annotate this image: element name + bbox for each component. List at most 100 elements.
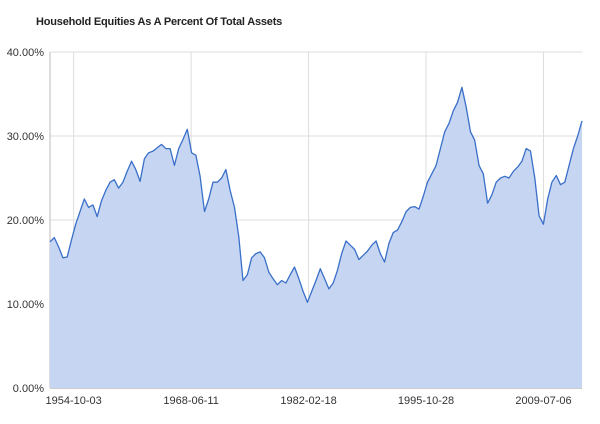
y-tick-label: 0.00% [13,383,44,395]
data-point [324,278,325,279]
data-point [582,120,583,121]
data-point [114,179,115,180]
data-point [449,123,450,124]
y-tick-label: 40.00% [7,47,45,59]
data-point [470,131,471,132]
data-point [509,178,510,179]
data-point [281,280,282,281]
x-axis: 1954-10-03 1968-06-11 1982-02-18 1995-10-28… [46,395,572,407]
data-point [277,284,278,285]
data-point [461,87,462,88]
data-point [294,267,295,268]
data-point [560,184,561,185]
data-point [320,268,321,269]
data-point [80,211,81,212]
data-point [393,232,394,233]
data-point [225,169,226,170]
data-point [273,278,274,279]
data-point [221,178,222,179]
data-point [534,178,535,179]
data-point [358,259,359,260]
data-point [75,224,76,225]
data-point [474,140,475,141]
data-point [316,280,317,281]
data-point [144,158,145,159]
data-point [431,173,432,174]
data-point [153,151,154,152]
data-point [526,148,527,149]
data-point [551,182,552,183]
data-point [92,204,93,205]
data-point [174,165,175,166]
data-point [213,182,214,183]
data-point [251,257,252,258]
data-point [71,240,72,241]
data-point [54,237,55,238]
data-point [577,136,578,137]
data-point [58,246,59,247]
data-point [440,148,441,149]
data-point [84,199,85,200]
data-point [453,110,454,111]
y-axis: 0.00% 10.00% 20.00% 30.00% 40.00% [7,47,45,395]
data-point [191,152,192,153]
data-point [328,288,329,289]
data-point [496,182,497,183]
x-tick-label: 1982-02-18 [280,395,336,407]
x-tick-label: 1968-06-11 [163,395,218,407]
data-point [363,255,364,256]
data-point [255,253,256,254]
data-point [148,152,149,153]
data-point [487,203,488,204]
data-point [539,215,540,216]
data-point [178,148,179,149]
y-tick-label: 20.00% [7,215,45,227]
data-point [170,148,171,149]
data-point [165,148,166,149]
data-point [491,194,492,195]
data-point [140,181,141,182]
data-point [183,139,184,140]
data-point [118,188,119,189]
data-point [414,206,415,207]
x-tick-label: 1995-10-28 [398,395,454,407]
y-tick-label: 10.00% [7,299,45,311]
data-point [67,257,68,258]
data-point [50,241,51,242]
data-point [337,270,338,271]
data-point [110,182,111,183]
data-point [260,251,261,252]
data-point [517,167,518,168]
data-point [547,199,548,200]
data-point [268,272,269,273]
data-point [234,207,235,208]
series-line [49,86,583,303]
data-point [569,165,570,166]
data-point [457,102,458,103]
data-point [564,182,565,183]
data-point [157,147,158,148]
data-point [135,169,136,170]
y-tick-label: 30.00% [7,131,45,143]
data-point [230,190,231,191]
data-point [285,283,286,284]
x-tick-label: 2009-07-06 [515,395,571,407]
data-point [483,173,484,174]
chart-title: Household Equities As A Percent Of Total… [36,16,283,28]
data-point [384,262,385,263]
data-point [238,236,239,237]
data-point [131,161,132,162]
data-point [466,106,467,107]
data-point [298,278,299,279]
data-point [367,251,368,252]
data-point [290,274,291,275]
data-point [161,144,162,145]
data-point [204,211,205,212]
data-point [187,129,188,130]
data-point [543,224,544,225]
data-point [388,243,389,244]
data-point [380,253,381,254]
data-point [247,274,248,275]
data-point [264,257,265,258]
data-point [217,182,218,183]
